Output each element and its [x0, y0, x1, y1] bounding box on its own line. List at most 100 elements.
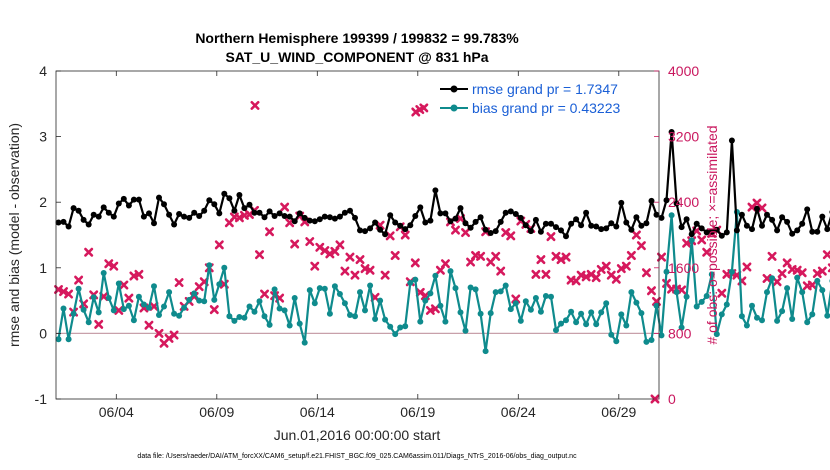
obs-outlier-marker-center [253, 103, 257, 108]
y-axis-ticks: -1 0 1 2 3 4 [35, 63, 61, 407]
obs-marker-center [393, 253, 397, 258]
rmse-point [814, 228, 821, 235]
rmse-point [517, 214, 524, 221]
rmse-point [246, 201, 253, 208]
rmse-point [553, 224, 559, 231]
obs-marker-center [288, 221, 292, 225]
bias-point [598, 309, 605, 316]
rmse-point [377, 226, 384, 233]
bias-point [588, 309, 595, 316]
obs-marker-center [800, 271, 804, 275]
obs-marker [822, 250, 830, 260]
bias-point [130, 317, 137, 324]
bias-point [809, 311, 816, 318]
obs-marker-center [745, 265, 749, 269]
obs-marker-center [197, 285, 201, 289]
bias-point [789, 316, 796, 322]
x-axis-ticks: 06/04 06/09 06/14 06/19 06/24 06/29 [99, 71, 637, 420]
obs-marker-center [785, 261, 789, 265]
x-tick-label: 06/24 [501, 404, 536, 420]
obs-marker [400, 230, 410, 240]
bias-point [387, 323, 394, 330]
bias-point [397, 324, 404, 331]
bias-point [95, 309, 102, 316]
rmse-point [824, 226, 830, 233]
rmse-point [432, 187, 439, 194]
bias-point [608, 331, 615, 338]
obs-marker-center [639, 244, 644, 248]
rmse-point [568, 220, 575, 227]
obs-marker-center [624, 264, 628, 268]
bias-point [432, 272, 439, 279]
rmse-point [563, 233, 569, 240]
bias-point [749, 302, 755, 309]
x-axis-label: Jun.01,2016 00:00:00 start [274, 427, 441, 443]
bias-point [221, 264, 228, 271]
rmse-point [774, 227, 781, 234]
rmse-point [527, 228, 534, 235]
obs-marker [209, 305, 219, 315]
rmse-point [407, 222, 414, 229]
bias-point [362, 307, 368, 314]
rmse-point [497, 218, 504, 225]
rmse-point [457, 205, 464, 212]
rmse-point [733, 227, 740, 234]
y-axis-label: rmse and bias (model - observation) [6, 123, 22, 347]
rmse-point [769, 216, 776, 223]
y-right-tick-label: 0 [668, 391, 676, 407]
bias-point [553, 327, 559, 334]
rmse-point [658, 214, 665, 221]
y-right-axis-label: # of obs: o=possible; ×=assimilated [704, 125, 720, 344]
obs-marker-center [755, 201, 759, 205]
rmse-point [638, 222, 645, 229]
bias-point [261, 313, 268, 320]
rmse-point [754, 205, 760, 212]
obs-marker [631, 230, 641, 240]
obs-marker [611, 274, 621, 284]
rmse-point [728, 137, 735, 144]
bias-point [558, 320, 564, 327]
rmse-point [537, 228, 544, 235]
bias-point [427, 290, 434, 297]
bias-point [648, 337, 655, 343]
obs-marker-center [534, 272, 538, 276]
rmse-point [598, 226, 605, 233]
bias-point [226, 313, 233, 320]
rmse-point [422, 219, 429, 226]
bias-point [658, 332, 665, 339]
x-tick-label: 06/14 [300, 404, 335, 420]
rmse-point [713, 226, 720, 233]
obs-marker-center [102, 294, 106, 299]
bias-point [713, 331, 720, 338]
rmse-point [251, 209, 258, 216]
bias-point [507, 306, 514, 313]
bias-point [140, 301, 147, 308]
rmse-point [226, 195, 233, 202]
y-right-tick-label: 4000 [668, 63, 699, 79]
bias-point [55, 336, 62, 343]
rmse-point [784, 218, 791, 225]
rmse-point [452, 215, 459, 222]
bias-point [80, 306, 87, 313]
bias-point [497, 288, 504, 295]
bias-point [316, 285, 323, 292]
bias-point [236, 314, 243, 320]
rmse-point [764, 211, 770, 218]
rmse-point [412, 213, 419, 219]
rmse-point [286, 213, 293, 220]
rmse-point [201, 207, 208, 214]
bias-point [814, 277, 821, 284]
footnote: data file: /Users/raeder/DAI/ATM_forcXX/… [137, 453, 577, 460]
obs-marker [646, 286, 656, 296]
bias-point [754, 314, 760, 321]
rmse-point [296, 210, 303, 217]
obs-marker [305, 237, 315, 247]
rmse-point [321, 213, 328, 220]
bias-point [643, 338, 650, 345]
rmse-point [718, 232, 725, 239]
obs-marker-center [152, 304, 156, 308]
obs-marker-center [358, 258, 362, 262]
obs-marker-center [267, 230, 272, 234]
rmse-point [688, 231, 695, 238]
bias-point [794, 274, 801, 281]
